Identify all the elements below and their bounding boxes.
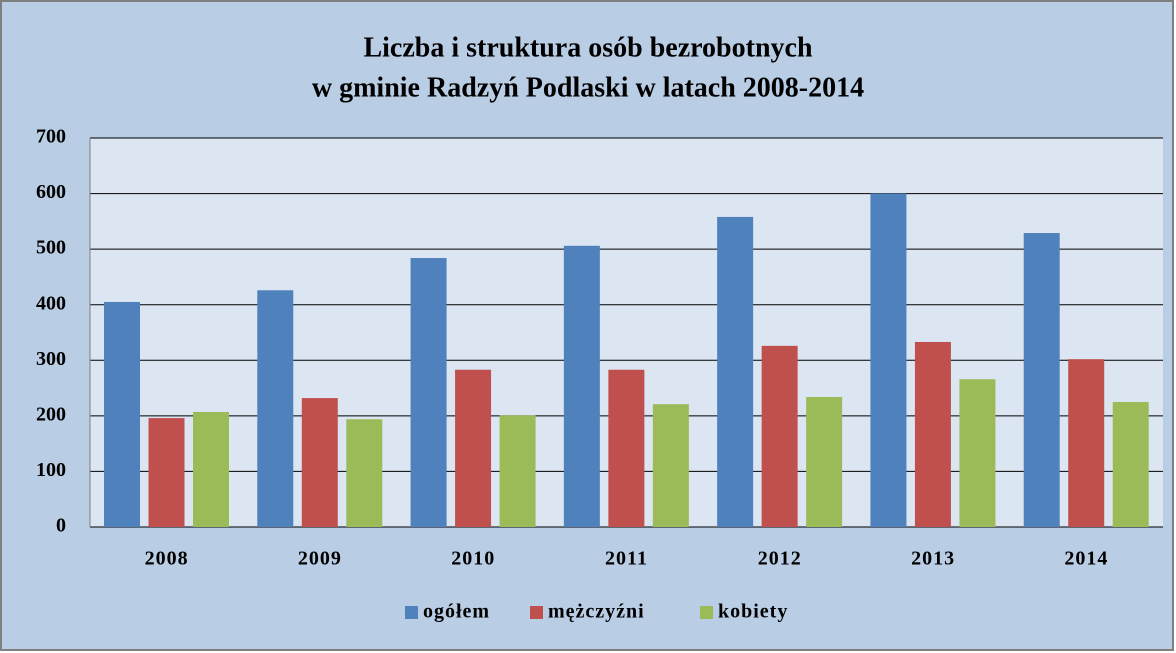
- y-tick-label: 700: [36, 126, 66, 148]
- bar: [652, 404, 689, 527]
- bar: [148, 418, 185, 527]
- bar: [104, 301, 140, 527]
- x-tick-label: 2010: [451, 548, 495, 570]
- bar: [870, 193, 907, 528]
- bar: [257, 290, 294, 527]
- chart-subtitle: w gminie Radzyń Podlaski w latach 2008-2…: [312, 72, 864, 103]
- legend-label: ogółem: [423, 601, 490, 623]
- y-tick-label: 600: [36, 181, 66, 203]
- legend-label: mężczyźni: [548, 601, 645, 623]
- legend-label: kobiety: [718, 601, 788, 623]
- legend-swatch: [405, 606, 418, 619]
- y-tick-label: 300: [36, 348, 66, 370]
- y-tick-label: 200: [36, 403, 66, 425]
- bar: [410, 258, 447, 527]
- bar: [1068, 359, 1105, 527]
- bar: [1112, 401, 1149, 527]
- y-tick-label: 500: [36, 237, 66, 259]
- bar: [959, 379, 996, 527]
- bar: [346, 419, 383, 527]
- bar: [1023, 233, 1060, 527]
- y-tick-label: 100: [36, 459, 66, 481]
- bar: [301, 398, 338, 527]
- bar: [499, 415, 536, 527]
- x-tick-label: 2014: [1064, 548, 1108, 570]
- bar: [806, 396, 843, 527]
- chart-title: Liczba i struktura osób bezrobotnych: [363, 32, 812, 63]
- x-tick-label: 2009: [298, 548, 342, 570]
- y-tick-label: 400: [36, 292, 66, 314]
- y-tick-label: 0: [56, 515, 66, 537]
- x-tick-label: 2012: [758, 548, 802, 570]
- bar: [914, 341, 951, 527]
- legend-swatch: [700, 606, 713, 619]
- bar: [193, 411, 229, 527]
- bar: [608, 369, 645, 527]
- bar: [563, 245, 600, 527]
- legend-swatch: [530, 606, 543, 619]
- x-tick-label: 2008: [145, 548, 189, 570]
- x-tick-label: 2013: [911, 548, 955, 570]
- bar: [761, 345, 798, 527]
- bar: [455, 369, 492, 527]
- x-tick-label: 2011: [605, 548, 648, 570]
- bar: [717, 216, 754, 527]
